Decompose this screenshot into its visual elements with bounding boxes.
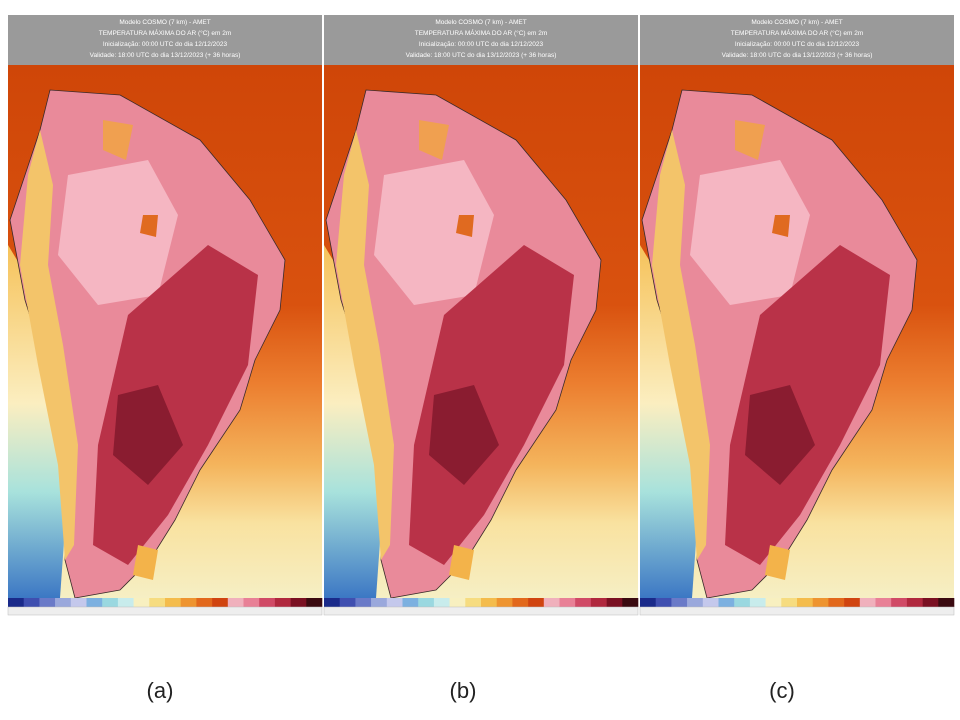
temperature-map [639,64,955,599]
temperature-map [323,64,639,599]
colorbar-cell [465,598,482,607]
header-line: Modelo COSMO (7 km) - AMET [435,19,526,26]
colorbar-cell [290,598,307,607]
colorbar-ticks [7,606,323,616]
colorbar-cell [324,598,340,607]
header-line: Validade: 18:00 UTC do dia 13/12/2023 (+… [406,52,557,59]
colorbar-cell [687,598,704,607]
header-line: Inicialização: 00:00 UTC do dia 12/12/20… [103,41,228,48]
colorbar-cell [512,598,529,607]
colorbar-cell [8,598,24,607]
colorbar-cell [418,598,435,607]
header-line: Inicialização: 00:00 UTC do dia 12/12/20… [735,41,860,48]
colorbar-cell [828,598,845,607]
colorbar-cell [227,598,244,607]
colorbar-cell [243,598,260,607]
header-line: TEMPERATURA MÁXIMA DO AR (°C) em 2m [99,28,232,37]
panel-label: (a) [147,678,174,703]
colorbar-cell [386,598,403,607]
colorbar-cell [102,598,119,607]
colorbar-cell [640,598,656,607]
colorbar-cell [55,598,72,607]
colorbar-cell [39,598,56,607]
panel-label: (c) [769,678,795,703]
colorbar-cell [781,598,798,607]
colorbar-cell [259,598,276,607]
colorbar-cell [133,598,150,607]
panel-header [640,15,954,65]
colorbar-cell [938,598,955,607]
colorbar-cell [402,598,419,607]
colorbar-cell [859,598,876,607]
header-line: Validade: 18:00 UTC do dia 13/12/2023 (+… [90,52,241,59]
colorbar-cell [306,598,323,607]
colorbar-cell [180,598,197,607]
colorbar-cell [433,598,450,607]
colorbar-cell [575,598,592,607]
header-line: TEMPERATURA MÁXIMA DO AR (°C) em 2m [415,28,548,37]
colorbar-cell [702,598,719,607]
colorbar-cell [70,598,87,607]
map-panel: Modelo COSMO (7 km) - AMET TEMPERATURA MÁ… [7,15,323,616]
header-line: Inicialização: 00:00 UTC do dia 12/12/20… [419,41,544,48]
header-line: Modelo COSMO (7 km) - AMET [751,19,842,26]
colorbar-cell [496,598,513,607]
colorbar-cell [165,598,181,607]
header-line: Validade: 18:00 UTC do dia 13/12/2023 (+… [722,52,873,59]
colorbar-cell [481,598,497,607]
colorbar-cell [906,598,923,607]
colorbar-cell [339,598,356,607]
colorbar-cell [606,598,623,607]
colorbar-cell [528,598,545,607]
panel-label: (b) [450,678,477,703]
colorbar-cell [797,598,813,607]
colorbar-cell [371,598,388,607]
colorbar-cell [891,598,908,607]
colorbar-cell [149,598,166,607]
map-panel: Modelo COSMO (7 km) - AMET TEMPERATURA MÁ… [323,15,639,616]
colorbar-cell [812,598,829,607]
colorbar-cell [655,598,672,607]
colorbar-cell [117,598,134,607]
colorbar-cell [449,598,466,607]
colorbar-cell [212,598,229,607]
colorbar-cell [765,598,782,607]
header-line: Modelo COSMO (7 km) - AMET [119,19,210,26]
colorbar-cell [559,598,576,607]
colorbar-cell [274,598,291,607]
colorbar-cell [734,598,751,607]
colorbar-cell [671,598,688,607]
colorbar-cell [355,598,372,607]
temperature-map [7,64,323,599]
map-panel: Modelo COSMO (7 km) - AMET TEMPERATURA MÁ… [639,15,955,616]
colorbar-ticks [639,606,955,616]
colorbar-cell [718,598,735,607]
colorbar-cell [622,598,639,607]
colorbar-cell [543,598,560,607]
colorbar-cell [875,598,892,607]
header-line: TEMPERATURA MÁXIMA DO AR (°C) em 2m [731,28,864,37]
colorbar-cell [749,598,766,607]
colorbar-ticks [323,606,639,616]
colorbar-cell [196,598,213,607]
colorbar-cell [23,598,40,607]
colorbar-cell [844,598,861,607]
colorbar-cell [590,598,607,607]
panel-header [324,15,638,65]
colorbar-cell [86,598,103,607]
panel-header [8,15,322,65]
colorbar-cell [922,598,939,607]
